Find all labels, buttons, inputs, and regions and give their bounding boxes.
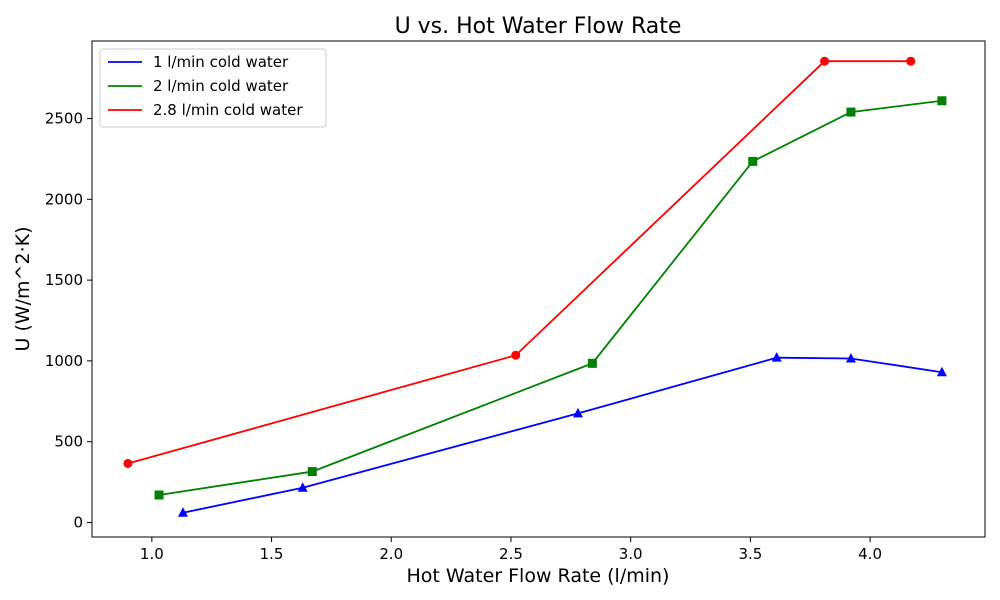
y-tick-label: 1500 [45, 271, 83, 289]
series-3 [123, 56, 916, 468]
data-point [297, 482, 308, 492]
data-point [820, 56, 830, 66]
data-point [937, 96, 947, 106]
data-point [845, 352, 856, 363]
legend-item: 1 l/min cold water [108, 53, 289, 71]
legend-label: 2 l/min cold water [153, 77, 289, 95]
data-point [771, 352, 782, 362]
y-tick-label: 2500 [45, 110, 83, 128]
x-tick-label: 3.5 [738, 545, 762, 563]
series-2 [154, 96, 947, 500]
data-point [906, 56, 916, 66]
data-point [307, 467, 317, 477]
legend-label: 2.8 l/min cold water [153, 101, 303, 119]
data-point [936, 366, 947, 377]
series-line [158, 99, 943, 496]
plot-frame [91, 40, 986, 538]
x-axis: 1.0 1.5 2.0 2.5 3.0 3.5 4.0 [140, 537, 882, 563]
x-axis-title: Hot Water Flow Rate (l/min) [407, 565, 670, 587]
y-axis-title: U (W/m^2·K) [12, 227, 34, 352]
legend-label: 1 l/min cold water [153, 53, 289, 71]
x-tick-label: 3.0 [619, 545, 643, 563]
data-point [587, 358, 597, 368]
x-tick-label: 4.0 [858, 545, 882, 563]
legend-item: 2 l/min cold water [108, 77, 289, 95]
x-tick-label: 2.0 [379, 545, 403, 563]
series-1 [177, 352, 947, 517]
data-point [846, 107, 856, 117]
series-line [127, 60, 911, 465]
x-tick-label: 1.5 [260, 545, 284, 563]
data-point [748, 156, 758, 166]
y-axis: 0 500 1000 1500 2000 2500 [45, 110, 92, 531]
x-tick-label: 1.0 [140, 545, 164, 563]
y-tick-label: 2000 [45, 190, 83, 208]
data-point [573, 407, 584, 418]
x-tick-label: 2.5 [499, 545, 523, 563]
legend-box [99, 48, 327, 128]
y-tick-label: 500 [54, 433, 83, 451]
legend: 1 l/min cold water 2 l/min cold water 2.8 … [99, 48, 327, 128]
y-tick-label: 0 [73, 513, 83, 531]
data-point [177, 507, 188, 517]
series-line [182, 356, 943, 514]
legend-item: 2.8 l/min cold water [108, 101, 303, 119]
data-point [123, 458, 133, 468]
y-tick-label: 1000 [45, 352, 83, 370]
data-point [511, 350, 521, 360]
data-point [154, 490, 164, 500]
chart-title: U vs. Hot Water Flow Rate [395, 14, 682, 39]
plot-area [123, 56, 947, 517]
